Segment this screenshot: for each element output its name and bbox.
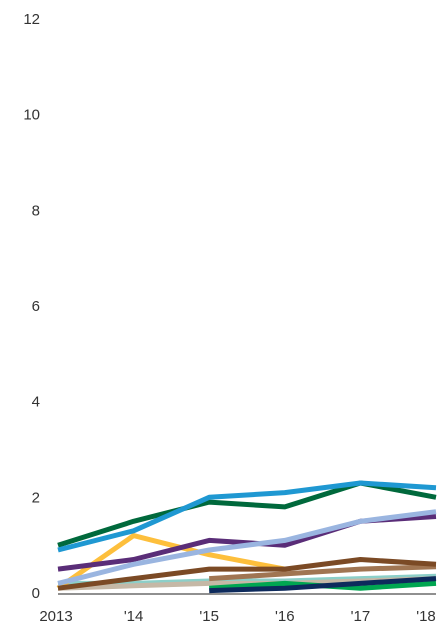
series-line-6 — [57, 557, 437, 591]
x-tick-label: '15 — [199, 608, 219, 625]
x-tick-label: '18 — [416, 608, 436, 625]
x-tick-label: 2013 — [39, 608, 72, 625]
series-lines — [56, 480, 437, 594]
series-line-8 — [57, 509, 437, 586]
y-tick-label: 12 — [23, 11, 40, 28]
y-tick-label: 10 — [23, 107, 40, 124]
y-tick-label: 8 — [32, 202, 40, 219]
x-tick-label: '17 — [351, 608, 371, 625]
series-line-3 — [209, 576, 437, 594]
x-tick-label: '16 — [275, 608, 295, 625]
series-line-10 — [57, 480, 437, 553]
y-axis-ticks: 0 2 4 6 8 10 12 — [23, 11, 40, 602]
y-tick-label: 6 — [32, 298, 40, 315]
x-axis-ticks: 2013 '14 '15 '16 '17 '18 — [39, 608, 435, 625]
x-tick-label: '14 — [124, 608, 144, 625]
y-tick-label: 2 — [32, 489, 40, 506]
y-tick-label: 4 — [32, 394, 40, 411]
series-line-4 — [209, 564, 437, 582]
y-tick-label: 0 — [32, 585, 40, 602]
